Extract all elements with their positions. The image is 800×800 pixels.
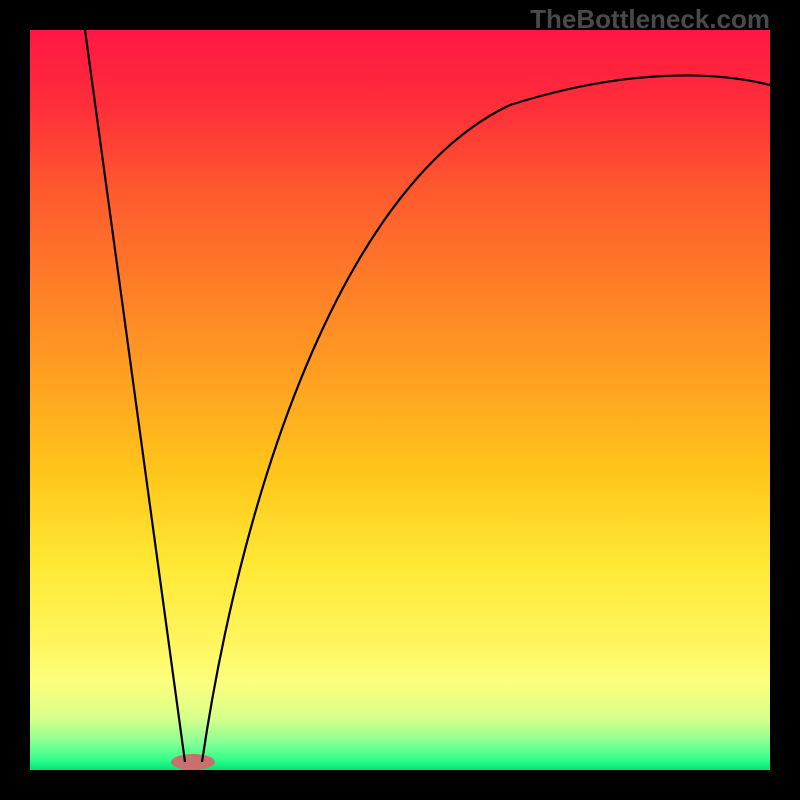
watermark-text: TheBottleneck.com	[530, 4, 770, 35]
chart-container: TheBottleneck.com	[0, 0, 800, 800]
optimum-marker	[171, 754, 215, 770]
left-line	[85, 30, 185, 762]
plot-area	[30, 30, 770, 770]
curve-layer	[30, 30, 770, 770]
right-curve	[202, 75, 770, 762]
